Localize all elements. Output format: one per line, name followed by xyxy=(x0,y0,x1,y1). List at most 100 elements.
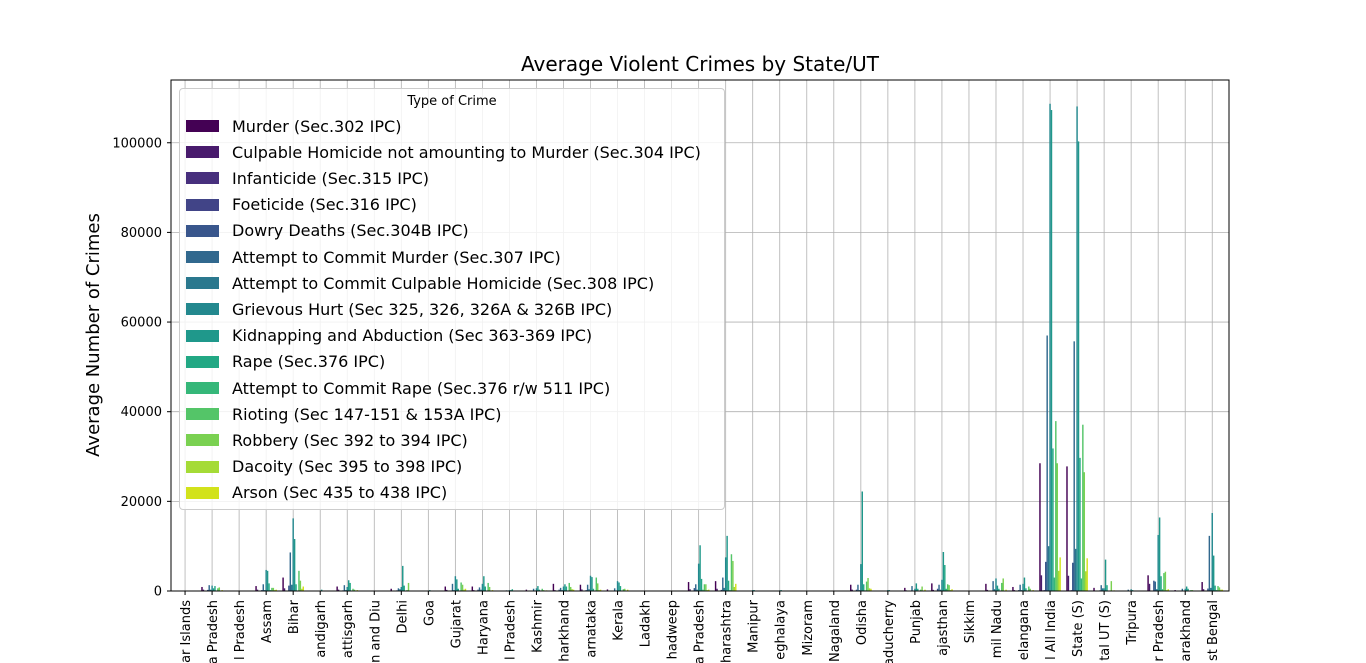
bar xyxy=(917,588,919,591)
bar xyxy=(1100,585,1102,591)
bar xyxy=(464,588,467,591)
bar xyxy=(353,589,356,591)
x-tick-label: Haryana xyxy=(476,600,491,655)
x-tick-label: l Pradesh xyxy=(233,600,248,660)
bar xyxy=(996,585,999,591)
bar xyxy=(1221,589,1224,591)
bar xyxy=(212,588,215,591)
bar xyxy=(705,584,707,591)
bar xyxy=(559,587,562,591)
bar xyxy=(1201,582,1203,591)
bar xyxy=(726,535,728,591)
bar xyxy=(1005,589,1007,591)
bar xyxy=(1153,580,1155,591)
bar xyxy=(463,589,465,591)
bar xyxy=(460,582,462,591)
bar xyxy=(1053,577,1056,591)
bar xyxy=(851,589,853,591)
bar xyxy=(478,587,481,591)
bar xyxy=(343,585,346,591)
legend-item: Kidnapping and Abduction (Sec 363-369 IP… xyxy=(186,324,592,348)
bar xyxy=(1093,587,1095,591)
x-tick-label: a Pradesh xyxy=(206,600,221,663)
legend-label: Arson (Sec 435 to 438 IPC) xyxy=(232,483,448,503)
bar xyxy=(265,569,267,591)
legend-label: Dowry Deaths (Sec.304B IPC) xyxy=(232,221,469,241)
bar xyxy=(320,589,323,591)
bar xyxy=(532,588,535,591)
bar xyxy=(1066,466,1068,591)
bar xyxy=(855,589,858,591)
legend-swatch xyxy=(186,408,219,421)
legend-item: Attempt to Commit Rape (Sec.376 r/w 511 … xyxy=(186,376,610,400)
bar xyxy=(1160,576,1162,591)
x-tick-label: State (S) xyxy=(1071,600,1086,657)
bar xyxy=(569,586,572,591)
bar xyxy=(558,589,560,591)
legend-swatch xyxy=(186,198,219,211)
legend-swatch xyxy=(186,172,219,185)
bar xyxy=(624,588,626,591)
bar xyxy=(722,577,724,591)
legend-swatch xyxy=(186,329,219,342)
bar xyxy=(714,581,717,591)
bar xyxy=(1202,589,1205,591)
bar xyxy=(986,589,989,591)
bar xyxy=(727,580,730,591)
bar xyxy=(1022,583,1024,591)
bar xyxy=(456,579,458,591)
bar xyxy=(733,586,736,591)
legend-swatch xyxy=(186,146,219,159)
bar xyxy=(1045,561,1047,591)
bar xyxy=(218,587,221,591)
bar xyxy=(352,588,354,591)
bar xyxy=(723,587,725,591)
bar xyxy=(942,552,945,591)
x-axis: ar Islands a Pradesh l Pradesh Assam Bihar an… xyxy=(179,591,1221,663)
y-axis-label: Average Number of Crimes xyxy=(83,213,104,457)
bar xyxy=(589,575,592,591)
bar xyxy=(1207,588,1209,591)
bar xyxy=(1106,585,1108,591)
bar xyxy=(924,589,926,591)
bar xyxy=(622,589,625,591)
x-tick-label: Goa xyxy=(422,600,437,626)
bar xyxy=(938,584,940,591)
x-tick-label: harkhand xyxy=(557,600,572,662)
bar xyxy=(488,586,491,591)
x-tick-label: harashtra xyxy=(720,600,735,663)
bar xyxy=(1023,577,1026,591)
bar xyxy=(1164,571,1167,591)
legend-swatch xyxy=(186,251,219,263)
x-tick-label: r Pradesh xyxy=(1152,600,1167,662)
y-tick-label: 60000 xyxy=(121,316,162,331)
bar xyxy=(1029,588,1031,591)
legend-title: Type of Crime xyxy=(407,94,497,109)
bar xyxy=(1052,448,1054,591)
bar xyxy=(208,585,210,591)
legend-swatch xyxy=(186,120,219,132)
bar xyxy=(708,589,710,591)
bar xyxy=(730,554,733,591)
bar xyxy=(477,589,479,591)
bar xyxy=(337,589,340,591)
bar xyxy=(687,582,690,591)
bar xyxy=(525,589,528,591)
bar xyxy=(480,589,482,591)
bar xyxy=(619,586,622,591)
bar xyxy=(1104,559,1107,591)
bar xyxy=(537,586,539,591)
x-tick-label: l Pradesh xyxy=(503,600,518,660)
bar xyxy=(275,589,277,591)
bar xyxy=(407,582,410,591)
y-tick-label: 40000 xyxy=(121,405,162,420)
legend-swatch xyxy=(186,303,219,316)
bar xyxy=(283,588,286,591)
bar xyxy=(946,584,949,591)
bar xyxy=(993,589,996,591)
bar xyxy=(699,545,701,591)
legend-label: Culpable Homicide not amounting to Murde… xyxy=(232,142,701,162)
bar xyxy=(217,588,219,591)
bar xyxy=(1208,535,1211,591)
x-tick-label: Gujarat xyxy=(449,600,464,648)
